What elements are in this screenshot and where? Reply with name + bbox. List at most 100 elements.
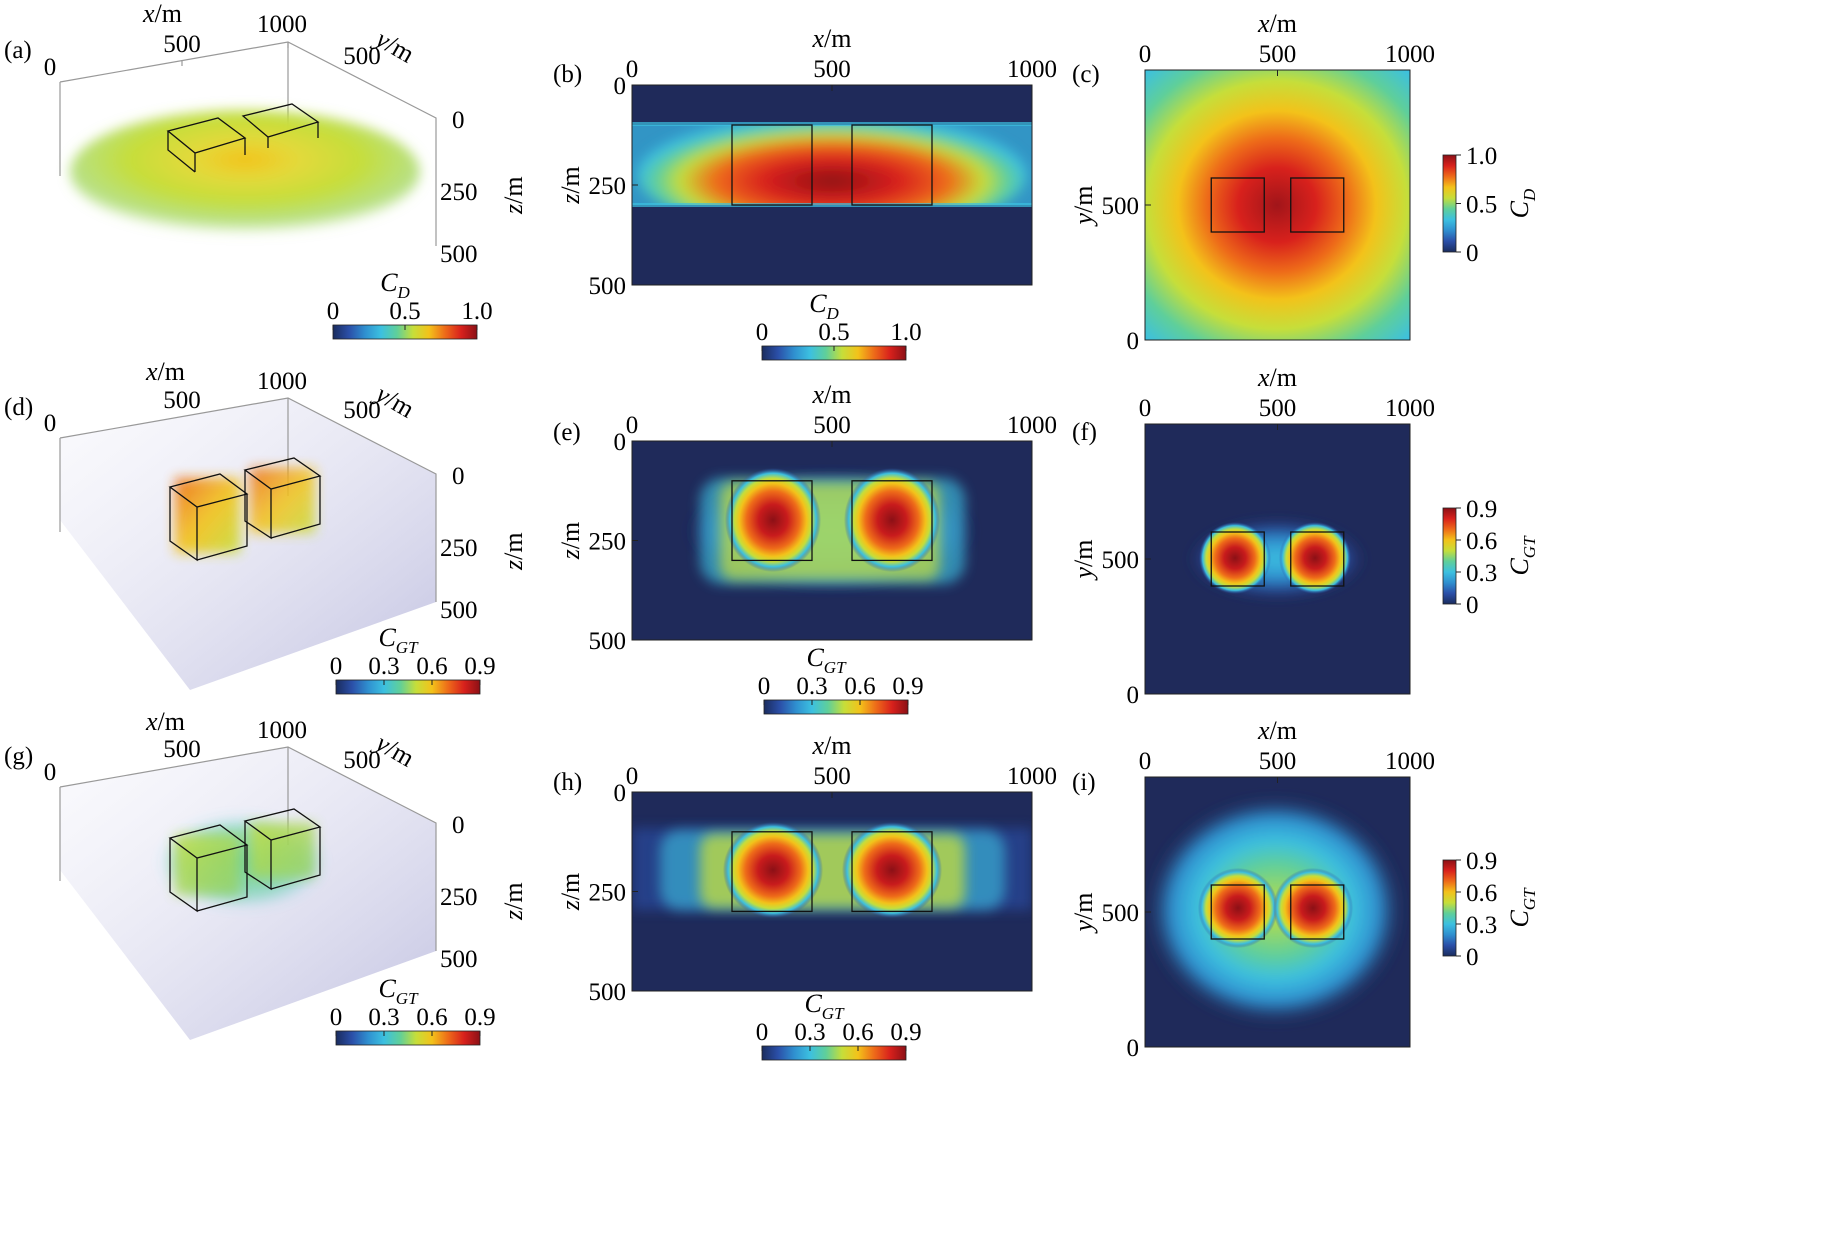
colorbar-tick-label: 0 xyxy=(756,319,769,346)
ytick-label: 250 xyxy=(589,880,627,907)
xtick-a-1: 500 xyxy=(163,31,201,58)
colorbar-tick-label: 0.3 xyxy=(1466,560,1497,587)
plan-blob-i-1 xyxy=(1198,868,1278,948)
colorbar-scale-i xyxy=(1442,859,1457,957)
colorbar-label-h: CGT xyxy=(804,989,845,1023)
panel-g: (g) x/m 0 500 1000 y/m 500 0 250 500 z/m xyxy=(4,707,528,1040)
colorbar-tick-label: 1.0 xyxy=(1466,143,1497,170)
ztick-a-1: 250 xyxy=(440,179,478,206)
xtick-g-1: 500 xyxy=(163,736,201,763)
xtick-label: 1000 xyxy=(1007,412,1057,439)
xtick-label: 0 xyxy=(1139,41,1152,68)
colorbar-tick-label: 0.3 xyxy=(1466,912,1497,939)
xtick-a-0: 0 xyxy=(44,54,57,81)
colorbar-scale-h xyxy=(761,1045,907,1061)
anomaly-volume-d-2 xyxy=(250,468,315,533)
ytick-label: 0 xyxy=(614,429,627,456)
anomaly-box-2 xyxy=(851,124,933,206)
xtick-label: 0 xyxy=(1139,395,1152,422)
ytick-label: 0 xyxy=(614,73,627,100)
panel-i: (i) xyxy=(1072,769,1411,1048)
colorbar-label-f: CGT xyxy=(1505,535,1539,576)
panel-a: (a) x/m 0 500 1000 y/m 500 0 250 500 z/m xyxy=(4,0,528,268)
anomaly-cubes-a xyxy=(166,103,320,173)
panel-label-b: (b) xyxy=(553,61,582,88)
panel-h: (h) xyxy=(553,769,1033,992)
anomaly-box-1 xyxy=(731,831,813,913)
ytick-label: 250 xyxy=(589,173,627,200)
colorbar-tick-label: 0.9 xyxy=(464,653,495,680)
colorbar-tick-label: 0.9 xyxy=(892,673,923,700)
ylabel-i: y/m xyxy=(1069,893,1098,935)
anomaly-box-2 xyxy=(851,831,933,913)
colorbar-tick-label: 0 xyxy=(1466,240,1479,267)
ztick-g-1: 250 xyxy=(440,884,478,911)
panel-label-e: (e) xyxy=(553,419,581,446)
xlabel-d: x/m xyxy=(145,357,185,386)
colorbar-label-a: CD xyxy=(380,268,410,302)
panel-c: (c) xyxy=(1072,61,1411,341)
plan-field-c xyxy=(1145,70,1410,340)
xtick-label: 1000 xyxy=(1007,763,1057,790)
colorbar-tick-label: 0.5 xyxy=(389,298,420,325)
xtick-label: 500 xyxy=(813,56,851,83)
colorbar-h: 0 0.3 0.6 0.9 CGT xyxy=(756,989,922,1061)
xtick-label: 0 xyxy=(626,763,639,790)
ylabel-e: z/m xyxy=(556,522,585,561)
colorbar-tick-label: 0 xyxy=(327,298,340,325)
ylabel-f: y/m xyxy=(1069,540,1098,582)
zlabel-g: z/m xyxy=(499,882,528,921)
ytick-label: 250 xyxy=(589,529,627,556)
ytick-label: 500 xyxy=(1102,547,1140,574)
colorbar-scale-d xyxy=(335,679,481,695)
section-blob-h-1 xyxy=(723,822,823,918)
ztick-a-0: 0 xyxy=(452,107,465,134)
colorbar-a: 0 0.5 1.0 CD xyxy=(327,268,493,340)
ytick-label: 500 xyxy=(589,273,627,300)
zlabel-a: z/m xyxy=(499,176,528,215)
colorbar-tick-label: 0.6 xyxy=(416,653,447,680)
colorbar-f: 0 0.3 0.6 0.9 CGT xyxy=(1442,496,1539,619)
panel-label-h: (h) xyxy=(553,769,582,796)
xlabel-h: x/m xyxy=(812,731,852,760)
panel-label-d: (d) xyxy=(4,394,33,421)
ztick-g-0: 0 xyxy=(452,812,465,839)
xlabel-a: x/m xyxy=(142,0,182,28)
colorbar-e: 0 0.3 0.6 0.9 CGT xyxy=(758,643,924,715)
colorbar-tick-label: 0.6 xyxy=(1466,880,1497,907)
panel-e: (e) xyxy=(553,419,1033,641)
panel-f: (f) xyxy=(1072,419,1411,695)
ytick-label: 0 xyxy=(1127,682,1140,709)
plan-blob-f-2 xyxy=(1279,522,1351,594)
colorbar-tick-label: 0.6 xyxy=(1466,528,1497,555)
panel-label-c: (c) xyxy=(1072,61,1100,88)
xtick-label: 500 xyxy=(813,763,851,790)
colorbar-tick-label: 1.0 xyxy=(461,298,492,325)
anomaly-box-2 xyxy=(851,480,933,562)
ytick-a-0: 500 xyxy=(343,43,381,70)
xlabel-f: x/m xyxy=(1257,363,1297,392)
anomaly-cubes-g xyxy=(168,808,322,913)
anomaly-volume-d-1 xyxy=(175,478,240,553)
colorbar-tick-label: 0.6 xyxy=(416,1004,447,1031)
ytick-label: 500 xyxy=(1102,193,1140,220)
xlabel-e: x/m xyxy=(812,380,852,409)
xlabel-b: x/m xyxy=(812,24,852,53)
xtick-d-0: 0 xyxy=(44,410,57,437)
xtick-label: 0 xyxy=(626,56,639,83)
panel-b: (b) xyxy=(553,61,1033,286)
anomaly-box-2 xyxy=(1290,531,1345,587)
colorbar-label-d: CGT xyxy=(378,623,419,657)
ztick-d-2: 500 xyxy=(440,597,478,624)
ztick-g-2: 500 xyxy=(440,946,478,973)
colorbar-tick-label: 0.9 xyxy=(464,1004,495,1031)
ytick-label: 500 xyxy=(589,979,627,1006)
xtick-d-1: 500 xyxy=(163,387,201,414)
plan-blob-f-1 xyxy=(1199,522,1271,594)
ytick-g-0: 500 xyxy=(343,747,381,774)
colorbar-tick-label: 0.3 xyxy=(368,653,399,680)
xlabel-c: x/m xyxy=(1257,9,1297,38)
colorbar-tick-label: 0.3 xyxy=(368,1004,399,1031)
xtick-label: 1000 xyxy=(1007,56,1057,83)
anomaly-box-2 xyxy=(1290,177,1345,233)
